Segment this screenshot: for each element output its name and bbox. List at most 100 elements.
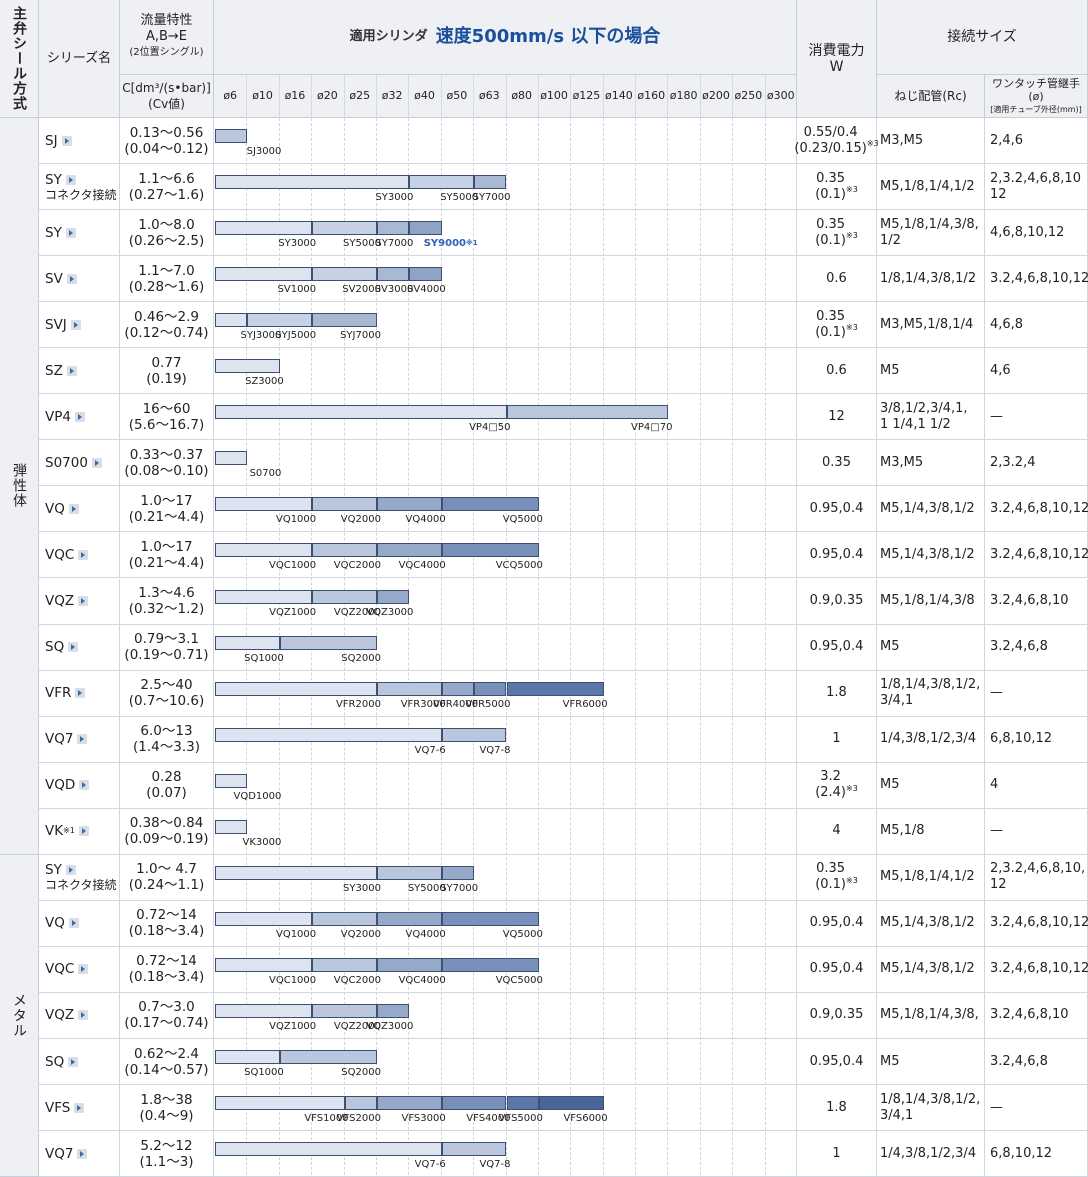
- link-arrow-icon[interactable]: [77, 1148, 88, 1159]
- series-name[interactable]: SV: [45, 271, 77, 287]
- series-cell[interactable]: VQ: [39, 900, 120, 947]
- series-name-text[interactable]: SVJ: [45, 316, 67, 333]
- series-name-text[interactable]: VQ: [45, 500, 65, 517]
- series-cell[interactable]: VQD: [39, 762, 120, 809]
- onetouch-cell: 3.2,4,6,8,10,12: [985, 486, 1088, 533]
- series-name[interactable]: VQD: [45, 777, 90, 794]
- series-name[interactable]: VQZ: [45, 593, 89, 610]
- series-name-text[interactable]: VQD: [45, 777, 76, 794]
- series-name-text[interactable]: VQ7: [45, 1145, 74, 1162]
- series-cell[interactable]: VQZ: [39, 992, 120, 1039]
- link-arrow-icon[interactable]: [61, 135, 72, 146]
- series-name[interactable]: VQC: [45, 546, 89, 563]
- link-arrow-icon[interactable]: [65, 174, 76, 185]
- series-name[interactable]: VQ7: [45, 731, 88, 748]
- series-name-text[interactable]: VK: [45, 823, 64, 840]
- link-arrow-icon[interactable]: [68, 642, 79, 653]
- series-name-text[interactable]: S0700: [45, 454, 88, 471]
- series-name-text[interactable]: VQC: [45, 961, 75, 978]
- link-arrow-icon[interactable]: [68, 918, 79, 929]
- series-name-text[interactable]: VQZ: [45, 1007, 75, 1024]
- series-name[interactable]: SY: [45, 172, 76, 188]
- series-name[interactable]: SVJ: [45, 317, 81, 333]
- link-arrow-icon[interactable]: [91, 457, 102, 468]
- series-name-text[interactable]: VQZ: [45, 593, 75, 610]
- link-arrow-icon[interactable]: [65, 865, 76, 876]
- diameter-label: ø100: [540, 89, 568, 102]
- series-name[interactable]: VQC: [45, 961, 89, 978]
- series-name-text[interactable]: VQC: [45, 546, 75, 563]
- series-name[interactable]: SY: [45, 862, 76, 878]
- series-cell[interactable]: VQ7: [39, 1131, 120, 1177]
- series-name-text[interactable]: VP4: [45, 408, 71, 425]
- cylinder-range-cell: [214, 164, 797, 211]
- series-cell[interactable]: VP4: [39, 394, 120, 441]
- link-arrow-icon[interactable]: [79, 780, 90, 791]
- series-name[interactable]: VFS: [45, 1099, 85, 1116]
- link-arrow-icon[interactable]: [65, 227, 76, 238]
- flow-cell: 0.7〜3.0 (0.17〜0.74): [120, 992, 214, 1039]
- series-name[interactable]: VP4: [45, 409, 85, 425]
- link-arrow-icon[interactable]: [75, 688, 86, 699]
- series-name[interactable]: SQ: [45, 1053, 79, 1070]
- series-name-text[interactable]: SY: [45, 171, 62, 188]
- series-cell[interactable]: VQC: [39, 946, 120, 993]
- link-arrow-icon[interactable]: [68, 1056, 79, 1067]
- power-value: 0.95,0.4: [809, 961, 864, 977]
- series-name-text[interactable]: SQ: [45, 639, 65, 656]
- series-cell[interactable]: VK※1: [39, 808, 120, 855]
- series-name-text[interactable]: VQ: [45, 915, 65, 932]
- series-cell[interactable]: VQ: [39, 486, 120, 533]
- series-name-text[interactable]: VFR: [45, 685, 72, 702]
- series-name[interactable]: SJ: [45, 133, 72, 149]
- series-name[interactable]: VQZ: [45, 1007, 89, 1024]
- series-name-text[interactable]: SZ: [45, 362, 63, 379]
- series-name[interactable]: VK※1: [45, 823, 89, 839]
- link-arrow-icon[interactable]: [74, 411, 85, 422]
- link-arrow-icon[interactable]: [66, 365, 77, 376]
- link-arrow-icon[interactable]: [77, 734, 88, 745]
- series-name-text[interactable]: SV: [45, 270, 63, 287]
- cylinder-range-label: SY5000: [440, 192, 479, 204]
- link-arrow-icon[interactable]: [70, 319, 81, 330]
- link-arrow-icon[interactable]: [66, 273, 77, 284]
- series-name[interactable]: SQ: [45, 639, 79, 656]
- series-name[interactable]: VQ: [45, 501, 79, 517]
- series-name-text[interactable]: SJ: [45, 132, 58, 149]
- series-cell[interactable]: SJ: [39, 118, 120, 165]
- link-arrow-icon[interactable]: [78, 964, 89, 975]
- series-cell[interactable]: S0700: [39, 440, 120, 487]
- series-cell[interactable]: SV: [39, 256, 120, 303]
- series-cell[interactable]: VQ7: [39, 716, 120, 763]
- series-cell[interactable]: SY: [39, 210, 120, 257]
- series-cell[interactable]: VFR: [39, 670, 120, 717]
- series-cell[interactable]: VFS: [39, 1085, 120, 1132]
- series-cell[interactable]: SY コネクタ接続: [39, 854, 120, 901]
- link-arrow-icon[interactable]: [74, 1102, 85, 1113]
- series-name-text[interactable]: SY: [45, 224, 62, 241]
- series-name[interactable]: SY: [45, 225, 76, 241]
- series-name[interactable]: VQ7: [45, 1145, 88, 1162]
- link-arrow-icon[interactable]: [78, 826, 89, 837]
- series-cell[interactable]: SY コネクタ接続: [39, 164, 120, 211]
- series-name[interactable]: SZ: [45, 363, 77, 379]
- series-name-text[interactable]: VFS: [45, 1099, 71, 1116]
- series-name[interactable]: VQ: [45, 915, 79, 931]
- series-cell[interactable]: SZ: [39, 348, 120, 395]
- link-arrow-icon[interactable]: [68, 503, 79, 514]
- series-cell[interactable]: SQ: [39, 624, 120, 671]
- link-arrow-icon[interactable]: [78, 1010, 89, 1021]
- link-arrow-icon[interactable]: [78, 596, 89, 607]
- series-cell[interactable]: SQ: [39, 1039, 120, 1086]
- series-name-text[interactable]: SY: [45, 862, 62, 879]
- series-name[interactable]: VFR: [45, 685, 86, 702]
- flow-cell: 1.0〜17 (0.21〜4.4): [120, 486, 214, 533]
- cylinder-range-bar: [312, 543, 377, 558]
- series-name-text[interactable]: SQ: [45, 1053, 65, 1070]
- series-name[interactable]: S0700: [45, 455, 102, 471]
- series-cell[interactable]: VQZ: [39, 578, 120, 625]
- series-name-text[interactable]: VQ7: [45, 731, 74, 748]
- link-arrow-icon[interactable]: [78, 549, 89, 560]
- series-cell[interactable]: SVJ: [39, 302, 120, 349]
- series-cell[interactable]: VQC: [39, 532, 120, 579]
